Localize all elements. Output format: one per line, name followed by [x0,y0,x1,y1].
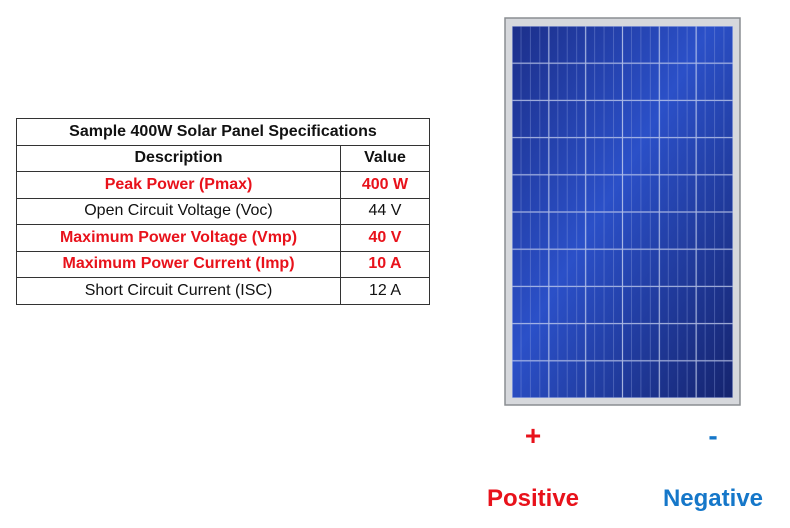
row: Short Circuit Current (ISC) 12 A [16,277,430,305]
cell: Short Circuit Current (ISC) [16,277,341,305]
header-cell: Value [340,144,430,172]
cell: 44 V [340,197,430,225]
cell: Maximum Power Voltage (Vmp) [16,224,341,252]
cell: 40 V [340,224,430,252]
cell: Maximum Power Current (Imp) [16,250,341,278]
row: Maximum Power Voltage (Vmp) 40 V [16,224,430,252]
cell: Peak Power (Pmax) [16,171,341,199]
cell: 10 A [340,250,430,278]
row: Open Circuit Voltage (Voc) 44 V [16,197,430,225]
header-row: Description Value [16,144,430,172]
header-cell: Description [16,144,341,172]
terminal-label: Positive [486,485,580,512]
terminal-symbol: + [524,420,542,451]
table-title: Sample 400W Solar Panel Specifications [16,118,430,146]
cell: 400 W [340,171,430,199]
terminal-label: Negative [662,485,764,512]
spec-table: Sample 400W Solar Panel Specifications D… [16,118,430,305]
terminal-symbol: - [708,420,718,451]
row: Maximum Power Current (Imp) 10 A [16,250,430,278]
cell: 12 A [340,277,430,305]
cell: Open Circuit Voltage (Voc) [16,197,341,225]
title-row: Sample 400W Solar Panel Specifications [16,118,430,146]
panel-grid [512,26,733,398]
row: Peak Power (Pmax) 400 W [16,171,430,199]
